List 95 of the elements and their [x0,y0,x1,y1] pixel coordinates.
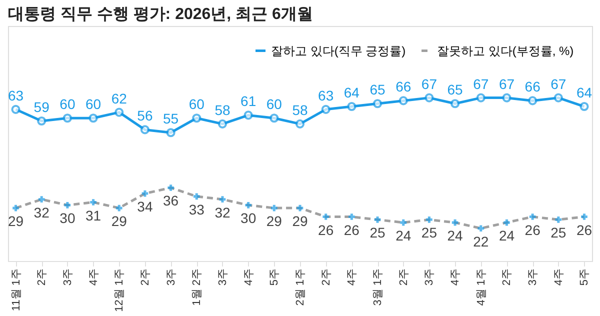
legend-label: 잘못하고 있다(부정률, %) [437,44,574,58]
x-tick-label: 2주 [139,268,152,286]
data-label: 29 [266,213,282,230]
point [580,102,589,112]
data-label: 36 [163,192,179,209]
data-label: 60 [266,96,282,112]
data-label: 26 [318,222,334,238]
data-label: 24 [447,228,464,244]
data-label: 22 [473,233,489,250]
x-tick-label: 4주 [88,268,100,286]
x-tick-label: 3주 [216,268,229,286]
data-label: 66 [396,78,412,95]
data-label: 29 [292,213,308,230]
x-tick-label: 5주 [268,268,281,286]
data-label: 58 [214,102,230,118]
data-label: 61 [240,93,256,110]
point [218,119,228,128]
data-label: 64 [344,84,360,101]
data-label: 67 [421,76,438,92]
point [424,93,434,102]
data-label: 31 [85,207,102,224]
data-label: 25 [370,224,386,241]
data-label: 26 [576,222,592,238]
data-label: 30 [240,210,256,226]
point [192,114,202,123]
x-tick-label: 3월 1주 [372,268,384,306]
data-label: 67 [473,76,489,92]
data-label: 58 [292,102,308,118]
data-label: 67 [550,76,566,92]
x-tick-label: 3주 [527,268,540,286]
x-tick-label: 2월 1주 [294,268,306,306]
data-label: 55 [163,110,179,127]
x-tick-label: 2주 [501,268,514,286]
data-label: 64 [576,84,592,101]
data-label: 24 [498,228,515,244]
data-label: 30 [60,210,76,226]
point [270,114,279,123]
point [528,96,538,106]
data-label: 60 [60,96,76,112]
data-label: 65 [447,82,464,98]
x-tick-label: 11월 1주 [10,268,22,312]
point [450,99,460,108]
data-label: 25 [421,224,438,241]
data-label: 59 [34,99,50,116]
data-label: 33 [188,201,205,218]
point [140,125,150,134]
point [62,114,72,123]
data-label: 25 [550,224,566,241]
data-label: 26 [524,222,541,238]
data-label: 29 [111,213,128,230]
x-tick-label: 4월 1주 [475,268,488,306]
data-label: 56 [137,108,153,124]
x-tick-label: 2주 [36,268,48,286]
point [372,99,382,108]
x-tick-label: 4주 [242,268,255,286]
x-tick-label: 2주 [320,268,332,286]
x-tick-label: 1월 2주 [191,268,204,306]
x-tick-label: 5주 [578,268,591,286]
point [476,93,486,102]
data-label: 67 [498,76,515,92]
data-label: 63 [8,87,24,104]
x-tick-label: 2주 [398,268,410,286]
point [554,93,563,102]
point [114,108,124,117]
point [398,96,408,106]
data-label: 62 [111,90,128,106]
data-label: 32 [214,204,230,220]
data-label: 29 [8,213,24,230]
chart-title: 대통령 직무 수행 평가: 2026년, 최근 6개월 [8,6,313,23]
point [37,116,46,126]
x-tick-label: 12월 1주 [114,268,126,312]
data-label: 26 [344,222,360,238]
point [244,110,253,120]
point [502,93,512,102]
data-label: 63 [318,87,334,104]
point [321,104,330,114]
data-label: 66 [524,78,541,95]
x-tick-label: 3주 [424,268,436,286]
x-tick-label: 3주 [62,268,74,286]
point [11,104,20,114]
point [295,119,305,128]
x-tick-label: 4주 [346,268,358,286]
x-tick-label: 3주 [165,268,178,286]
point [166,128,176,138]
data-label: 24 [396,228,412,244]
point [88,114,98,123]
x-tick-label: 4주 [450,268,462,286]
data-label: 32 [34,204,50,220]
point [347,102,356,112]
data-label: 65 [370,82,386,98]
data-label: 60 [188,96,205,112]
data-label: 60 [85,96,102,112]
x-tick-label: 4주 [552,268,565,286]
data-label: 34 [137,198,153,215]
legend-label: 잘하고 있다(직무 긍정률) [271,44,406,58]
